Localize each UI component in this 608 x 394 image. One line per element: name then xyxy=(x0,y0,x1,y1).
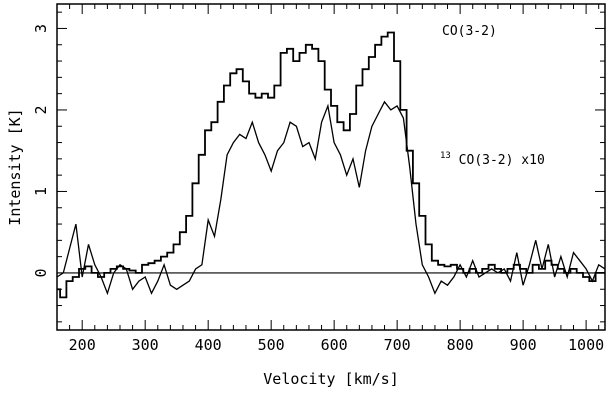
x-tick-label: 400 xyxy=(195,336,222,354)
y-tick-label: 1 xyxy=(32,187,50,196)
tick-labels: 200 300 400 500 600 700 800 900 1000 0 1 2 3 xyxy=(32,24,604,354)
x-tick-label: 900 xyxy=(510,336,537,354)
series-label-13co-sup: 13 xyxy=(440,151,451,161)
chart-ticks xyxy=(56,4,605,330)
x-tick-label: 800 xyxy=(447,336,474,354)
x-tick-label: 700 xyxy=(384,336,411,354)
x-tick-label: 200 xyxy=(69,336,96,354)
x-axis-label: Velocity [km/s] xyxy=(263,370,398,388)
y-tick-label: 3 xyxy=(32,24,50,33)
series-label-co: CO(3-2) xyxy=(442,24,497,39)
y-axis-label: Intensity [K] xyxy=(6,108,24,225)
x-tick-label: 600 xyxy=(321,336,348,354)
x-tick-label: 1000 xyxy=(568,336,604,354)
series-label-13co: 13 CO(3-2) x10 xyxy=(440,147,545,168)
y-tick-label: 2 xyxy=(32,105,50,114)
plot-frame xyxy=(56,3,606,331)
x-tick-label: 500 xyxy=(258,336,285,354)
series-label-13co-text: CO(3-2) x10 xyxy=(459,153,545,168)
series-13co-line xyxy=(56,100,606,296)
chart-series xyxy=(56,31,606,299)
y-tick-label: 0 xyxy=(32,268,50,277)
x-tick-label: 300 xyxy=(132,336,159,354)
series-label-co-text: CO(3-2) xyxy=(442,24,497,39)
